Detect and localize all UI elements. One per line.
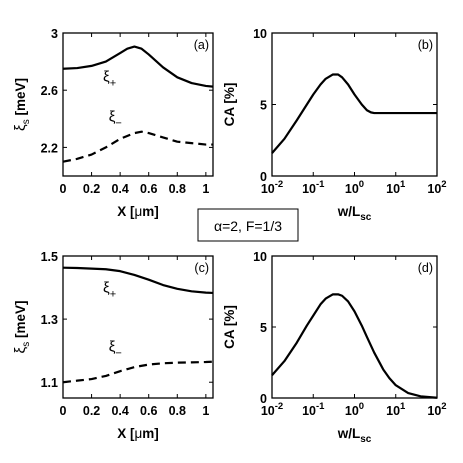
x-tick-label: 101: [386, 179, 406, 196]
x-tick-label: 0.4: [111, 182, 128, 196]
y-tick-label: 1.1: [41, 376, 58, 390]
panel-c: 0 0.2 0.4 0.6 0.8 1 1.1 1.3 1.5 X [μm] ξs [meV] (c)…: [12, 250, 214, 441]
panel-label: (a): [194, 38, 209, 52]
x-tick-label: 0: [60, 182, 67, 196]
series-line-dashed: [62, 130, 213, 163]
y-axis-label: ξs [meV]: [12, 301, 32, 354]
plot-frame: [271, 255, 438, 399]
x-tick-label: 0.2: [83, 182, 100, 196]
y-tick-label: 2.6: [41, 84, 58, 98]
plot-frame: [62, 32, 214, 177]
y-axis-label: ξs [meV]: [12, 78, 32, 131]
y-tick-label: 1.5: [41, 250, 58, 264]
series-line-solid: [62, 266, 214, 295]
parameter-caption-box: α=2, F=1/3: [197, 208, 299, 242]
panel-a: 0 0.2 0.4 0.6 0.8 1 2.2 2.6 3 X [μm] ξs [meV] (a) ξ+…: [12, 27, 214, 219]
y-tick-label: 3: [51, 27, 58, 41]
x-tick-label: 0.6: [140, 404, 157, 418]
series-label: ξ+: [103, 69, 116, 90]
x-tick-label: 102: [427, 179, 446, 196]
x-tick-label: 0: [60, 404, 67, 418]
x-tick-label: 10-2: [261, 401, 283, 418]
x-tick-label: 0.2: [83, 404, 100, 418]
panel-label: (c): [194, 261, 209, 275]
y-tick-label: 10: [253, 27, 267, 41]
series-label: ξ−: [109, 109, 122, 130]
x-axis-label: X [μm]: [117, 204, 159, 219]
series-line-dashed: [62, 360, 214, 384]
y-axis-label: CA [%]: [222, 305, 237, 349]
panel-b: 10-2 10-1 100 101 102 0 5 10 w/Lsc CA [%] (b): [222, 27, 447, 223]
x-tick-label: 0.8: [169, 404, 186, 418]
y-tick-label: 2.2: [41, 141, 58, 155]
panel-label: (b): [418, 38, 433, 52]
y-tick-label: 0: [260, 392, 267, 406]
x-tick-label: 101: [386, 401, 406, 418]
x-tick-label: 1: [202, 182, 209, 196]
y-tick-label: 1.3: [41, 313, 58, 327]
x-tick-label: 0.8: [169, 182, 186, 196]
series-line-solid: [271, 73, 437, 154]
y-tick-label: 5: [260, 99, 267, 113]
x-tick-label: 10-1: [302, 179, 325, 196]
x-tick-label: 0.6: [140, 182, 157, 196]
x-tick-label: 0.4: [111, 404, 128, 418]
x-tick-label: 100: [345, 179, 364, 196]
x-axis-label: X [μm]: [117, 426, 159, 441]
y-axis-label: CA [%]: [222, 83, 237, 127]
x-tick-label: 10-1: [302, 401, 325, 418]
parameter-caption: α=2, F=1/3: [214, 218, 282, 234]
x-axis-label: w/Lsc: [337, 426, 372, 445]
panel-label: (d): [418, 261, 433, 275]
plot-frame: [62, 255, 214, 399]
x-tick-label: 102: [427, 401, 446, 418]
y-tick-label: 0: [260, 170, 267, 184]
x-tick-label: 10-2: [261, 179, 283, 196]
plot-frame: [271, 32, 438, 177]
x-tick-label: 1: [202, 404, 209, 418]
series-label: ξ−: [109, 338, 122, 359]
x-tick-label: 100: [345, 401, 364, 418]
series-line-solid: [62, 45, 214, 88]
y-tick-label: 10: [253, 250, 267, 264]
x-axis-label: w/Lsc: [337, 204, 372, 223]
series-label: ξ+: [103, 279, 116, 300]
panel-d: 10-2 10-1 100 101 102 0 5 10 w/Lsc CA [%] (d): [222, 250, 447, 445]
series-line-solid: [271, 293, 438, 399]
y-tick-label: 5: [260, 321, 267, 335]
